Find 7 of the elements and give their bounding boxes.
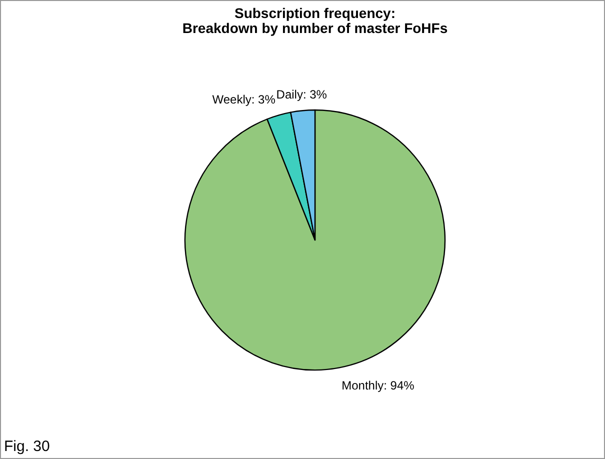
slice-label: Daily: 3% <box>276 88 328 102</box>
chart-title: Subscription frequency: Breakdown by number of master FoHFs <box>182 5 448 36</box>
slice-label: Monthly: 94% <box>342 378 415 392</box>
caption: Fig. 30 <box>4 438 50 455</box>
pie-slice <box>184 109 446 370</box>
slice-label: Weekly: 3% <box>212 92 276 107</box>
pie-slice <box>266 112 316 241</box>
